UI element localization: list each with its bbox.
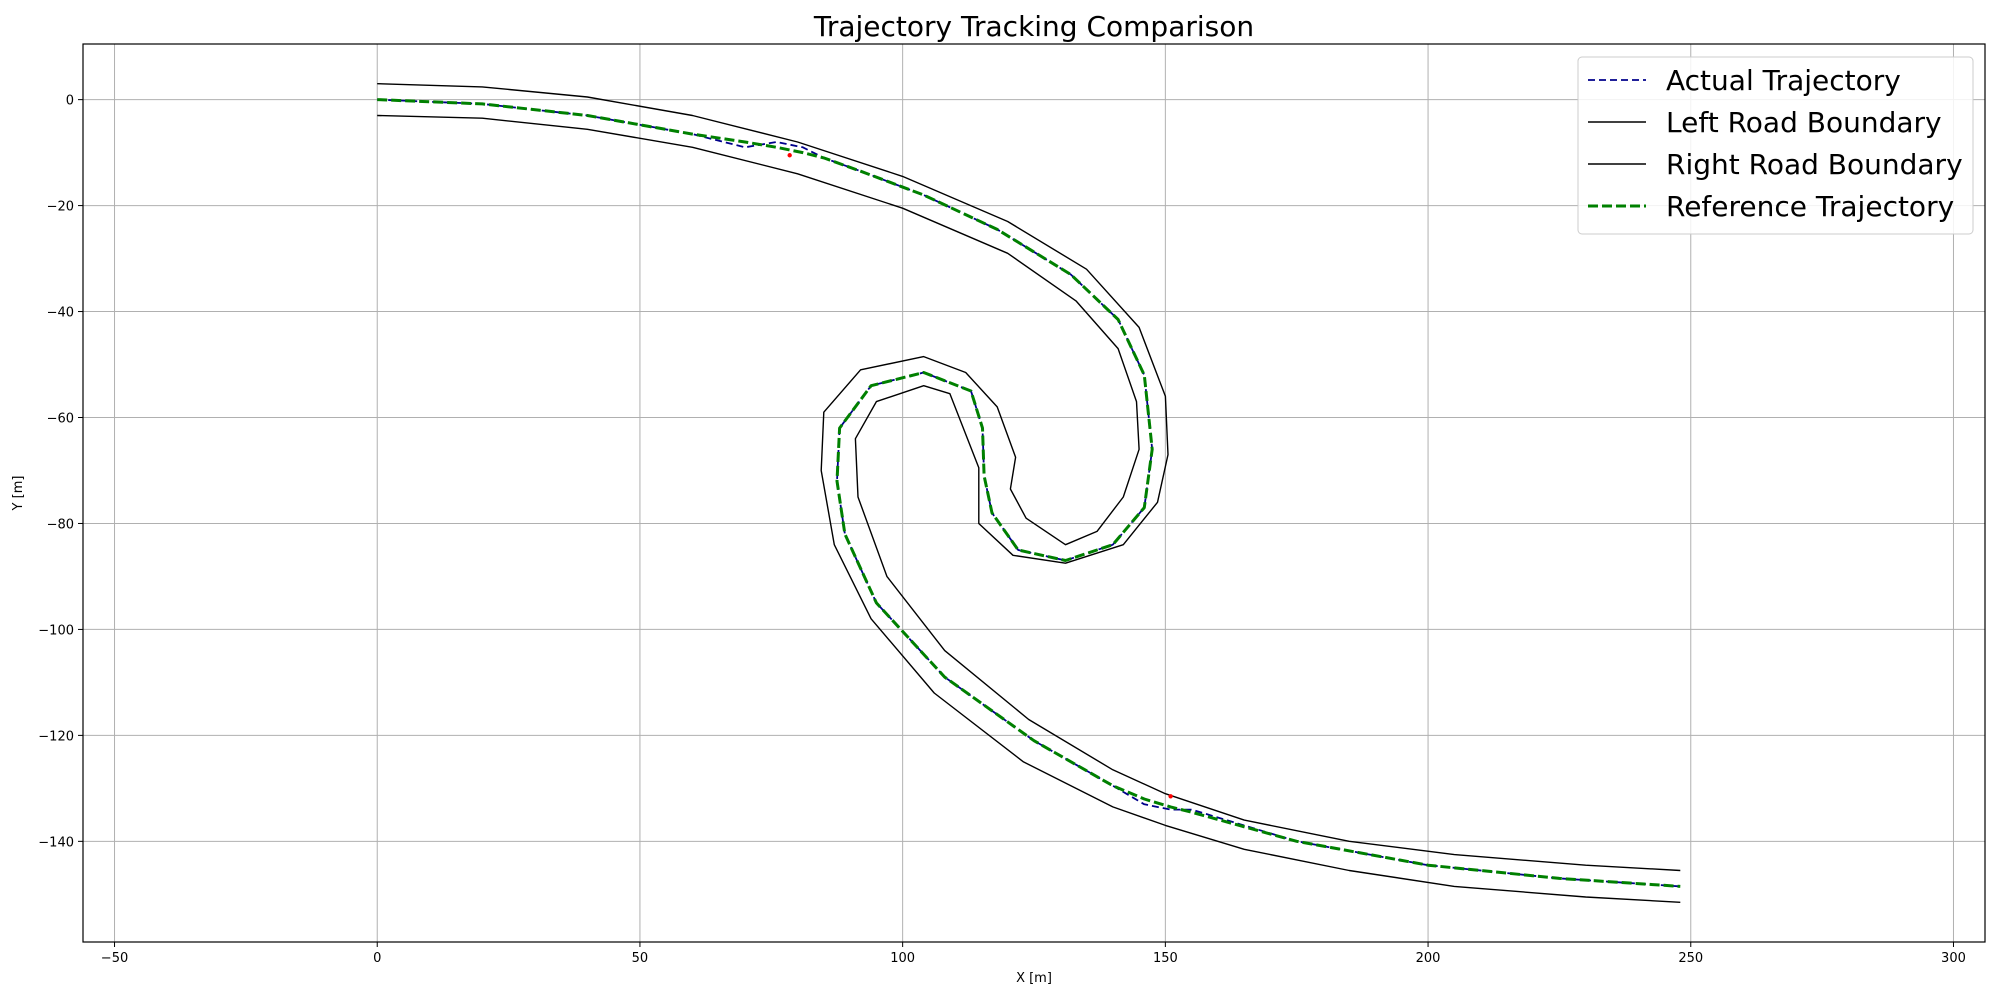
- chart-title: Trajectory Tracking Comparison: [813, 10, 1254, 43]
- y-ticks: 0 −20 −40 −60 −80 −100 −120 −140: [38, 94, 83, 850]
- legend-label: Left Road Boundary: [1666, 106, 1942, 139]
- x-tick-label: 300: [1941, 951, 1966, 966]
- x-tick-label: 50: [632, 951, 649, 966]
- y-tick-label: −140: [38, 835, 74, 850]
- x-tick-label: 0: [373, 951, 381, 966]
- y-tick-label: −20: [47, 200, 74, 215]
- x-axis-label: X [m]: [1016, 971, 1052, 986]
- x-tick-label: 200: [1416, 951, 1441, 966]
- y-axis-label: Y [m]: [11, 476, 26, 512]
- y-tick-label: −40: [47, 306, 74, 321]
- y-tick-label: −60: [47, 412, 74, 427]
- series-line-right-road-boundary: [377, 114, 1681, 903]
- plot-frame: [82, 43, 1986, 943]
- x-tick-label: 250: [1678, 951, 1703, 966]
- legend: Actual Trajectory Left Road Boundary Right…: [1577, 56, 1974, 235]
- legend-box: [1577, 56, 1974, 235]
- legend-label: Reference Trajectory: [1666, 190, 1954, 223]
- legend-label: Actual Trajectory: [1666, 64, 1901, 97]
- x-tick-label: 150: [1153, 951, 1178, 966]
- legend-label: Right Road Boundary: [1666, 148, 1963, 181]
- error-marker: [1168, 794, 1173, 799]
- x-ticks: −50 0 50 100 150 200 250 300: [101, 942, 1966, 966]
- marker-group: [787, 153, 1173, 799]
- error-marker: [787, 153, 792, 158]
- x-tick-label: −50: [101, 951, 128, 966]
- y-tick-label: 0: [66, 94, 74, 109]
- series-line-left-road-boundary: [377, 83, 1681, 872]
- y-tick-label: −100: [38, 623, 74, 638]
- series-line-reference-trajectory: [377, 98, 1681, 888]
- series-line-actual-trajectory: [377, 98, 1681, 888]
- x-tick-label: 100: [890, 951, 915, 966]
- series-group: [377, 83, 1681, 903]
- y-tick-label: −80: [47, 517, 74, 532]
- y-tick-label: −120: [38, 729, 74, 744]
